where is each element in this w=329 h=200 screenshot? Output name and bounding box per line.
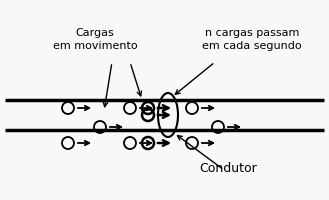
Text: Cargas
em movimento: Cargas em movimento <box>53 28 137 51</box>
Text: n cargas passam
em cada segundo: n cargas passam em cada segundo <box>202 28 302 51</box>
Text: Condutor: Condutor <box>199 162 257 175</box>
